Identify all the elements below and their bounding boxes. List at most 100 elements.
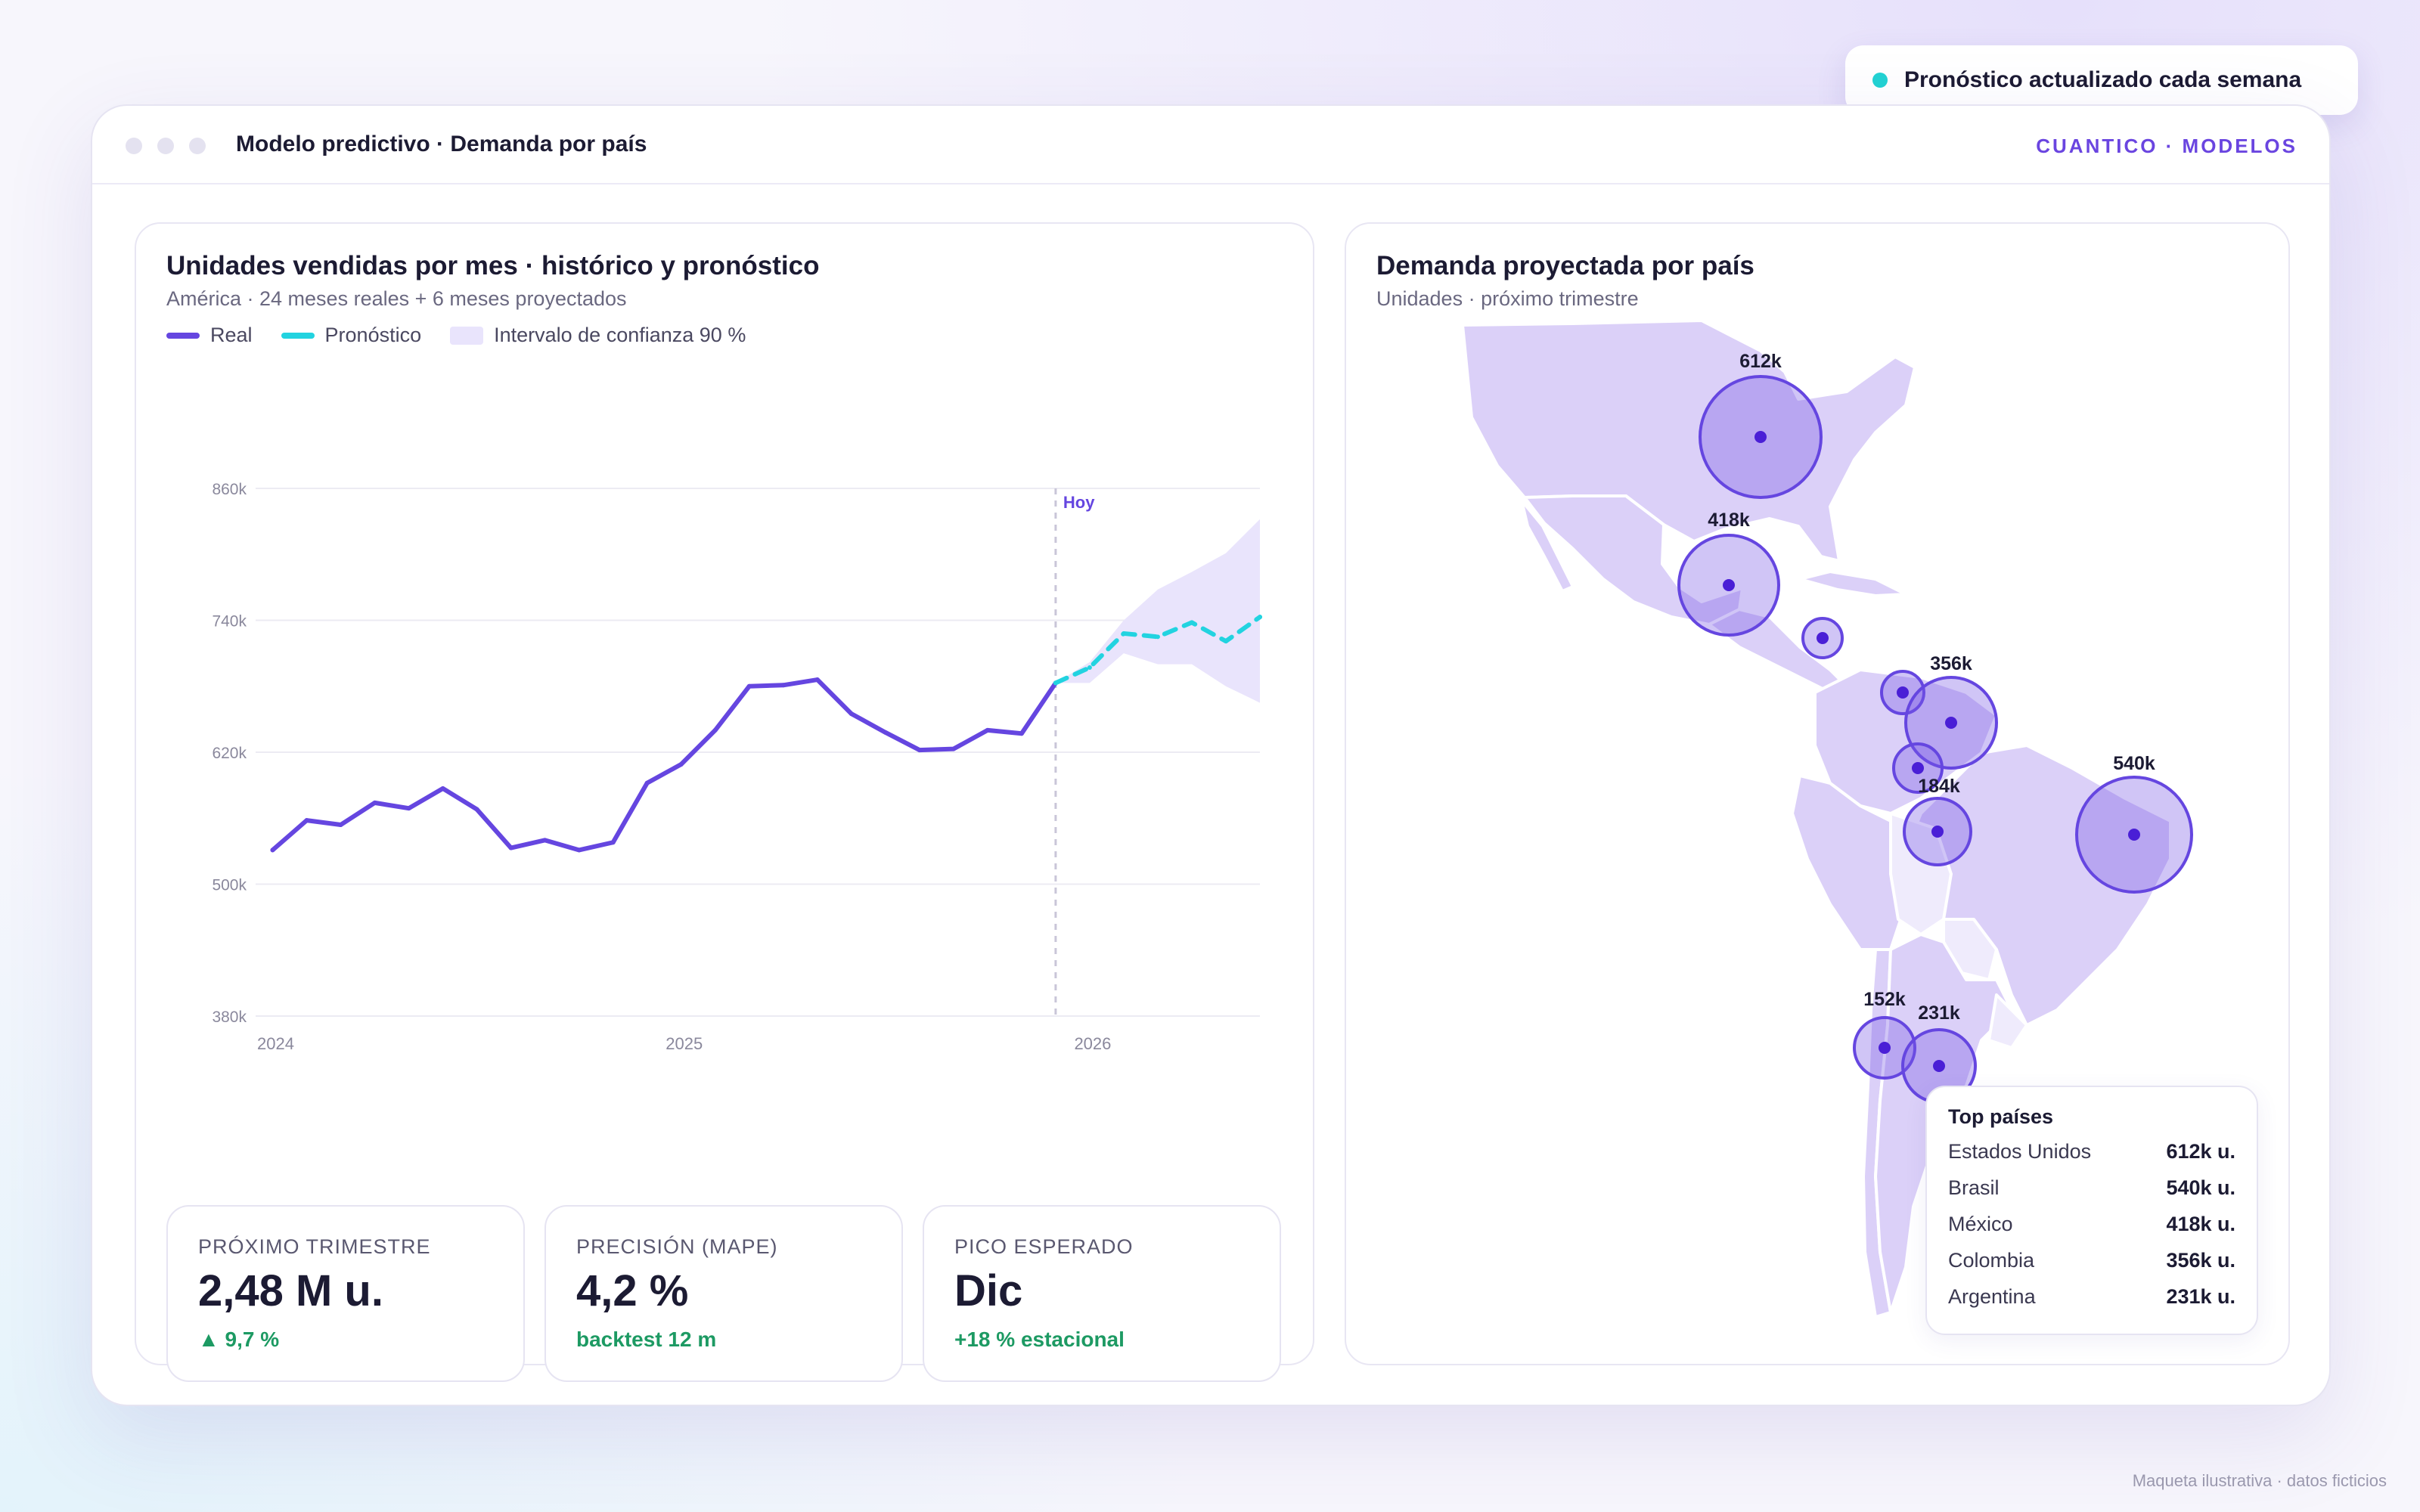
y-tick-label: 860k	[212, 481, 247, 498]
kpi-card-peak[interactable]: PICO ESPERADO Dic +18 % estacional	[923, 1205, 1281, 1382]
list-item[interactable]: México 418k u.	[1948, 1213, 2235, 1243]
x-tick-label: 2026	[1074, 1034, 1111, 1053]
bubble-label-chile: 152k	[1863, 989, 1906, 1010]
y-tick-label: 740k	[212, 613, 247, 631]
legend-item-real[interactable]: Real	[166, 324, 253, 347]
bubble-center-mexico	[1723, 579, 1735, 591]
forecast-data-point	[1053, 680, 1058, 686]
chart-legend: Real Pronóstico Intervalo de confianza 9…	[166, 324, 774, 347]
title-bar: Modelo predictivo · Demanda por país CUA…	[92, 106, 2329, 184]
kpi-delta: +18 % estacional	[954, 1328, 1125, 1351]
bubble-label-mexico: 418k	[1708, 510, 1750, 531]
list-item[interactable]: Brasil 540k u.	[1948, 1176, 2235, 1207]
y-tick-label: 380k	[212, 1009, 247, 1026]
legend-label-real: Real	[210, 324, 253, 346]
footnote: Maqueta ilustrativa · datos ficticios	[2132, 1471, 2387, 1490]
chart-subtitle: América · 24 meses reales + 6 meses proy…	[166, 287, 627, 310]
map-title: Demanda proyectada por país	[1376, 251, 1754, 280]
real-data-point	[406, 806, 411, 811]
real-data-point	[508, 845, 513, 850]
list-item[interactable]: Estados Unidos 612k u.	[1948, 1140, 2235, 1170]
forecast-data-point	[1121, 631, 1126, 636]
real-data-point	[746, 683, 752, 689]
real-data-point	[985, 727, 990, 733]
kpi-delta: backtest 12 m	[576, 1328, 717, 1351]
status-dot-icon	[1872, 73, 1888, 88]
bubble-center-central-america	[1817, 632, 1829, 644]
top-countries-title: Top países	[1948, 1105, 2054, 1128]
real-data-point	[917, 748, 922, 753]
country-name: Brasil	[1948, 1176, 2000, 1199]
real-data-point	[814, 677, 820, 683]
bubble-center-colombia	[1945, 717, 1957, 729]
bubble-label-peru: 184k	[1918, 776, 1960, 797]
bubble-label-argentina: 231k	[1918, 1002, 1960, 1024]
legend-item-forecast[interactable]: Pronóstico	[281, 324, 422, 347]
list-item[interactable]: Colombia 356k u.	[1948, 1249, 2235, 1279]
bubble-center-peru	[1931, 826, 1944, 838]
kpi-card-next-quarter[interactable]: PRÓXIMO TRIMESTRE 2,48 M u. ▲ 9,7 %	[166, 1205, 525, 1382]
bubble-label-brazil: 540k	[2113, 753, 2155, 774]
bubble-center-usa	[1754, 431, 1767, 443]
legend-label-interval: Intervalo de confianza 90 %	[494, 324, 746, 346]
real-data-point	[951, 746, 956, 751]
kpi-label: PRÓXIMO TRIMESTRE	[198, 1235, 431, 1258]
y-tick-label: 620k	[212, 745, 247, 762]
kpi-delta: ▲ 9,7 %	[198, 1328, 280, 1351]
country-name: Argentina	[1948, 1285, 2036, 1308]
forecast-data-point	[1087, 665, 1092, 671]
top-countries-panel: Top países Estados Unidos 612k u. Brasil…	[1925, 1086, 2258, 1335]
real-data-point	[780, 683, 786, 688]
real-line-icon	[166, 332, 200, 339]
app-window: Modelo predictivo · Demanda por país CUA…	[91, 104, 2331, 1406]
caribbean-shape	[1798, 570, 1907, 597]
real-data-point	[270, 847, 275, 853]
kpi-label: PICO ESPERADO	[954, 1235, 1134, 1258]
real-data-point	[576, 847, 582, 853]
real-data-point	[304, 818, 309, 823]
ecuador-peru-shape	[1791, 774, 1907, 951]
real-data-point	[678, 761, 684, 767]
country-value: 356k u.	[2166, 1249, 2235, 1272]
list-item[interactable]: Argentina 231k u.	[1948, 1285, 2235, 1315]
real-series-line	[270, 677, 1058, 853]
bubble-center-venezuela	[1897, 686, 1909, 699]
bubble-label-usa: 612k	[1739, 351, 1782, 372]
bubble-label-colombia: 356k	[1930, 653, 1972, 674]
real-data-point	[883, 730, 888, 735]
window-title: Modelo predictivo · Demanda por país	[236, 132, 647, 156]
update-notice: Pronóstico actualizado cada semana	[1845, 45, 2358, 115]
kpi-value: 4,2 %	[576, 1266, 689, 1315]
forecast-data-point	[1189, 620, 1194, 625]
legend-item-interval[interactable]: Intervalo de confianza 90 %	[450, 324, 746, 347]
legend-label-forecast: Pronóstico	[324, 324, 422, 346]
real-data-point	[849, 711, 854, 717]
real-data-point	[372, 800, 377, 805]
bubble-center-brazil	[2128, 829, 2140, 841]
kpi-card-precision[interactable]: PRECISIÓN (MAPE) 4,2 % backtest 12 m	[544, 1205, 903, 1382]
forecast-data-point	[1223, 639, 1228, 644]
brand-label: CUANTICO · MODELOS	[2036, 135, 2297, 157]
real-data-point	[644, 780, 650, 785]
x-tick-label: 2024	[257, 1034, 294, 1053]
forecast-line-icon	[281, 332, 315, 339]
real-data-point	[440, 785, 445, 791]
country-name: Colombia	[1948, 1249, 2035, 1272]
bubble-center-argentina	[1933, 1060, 1945, 1072]
window-minimize-icon[interactable]	[157, 138, 174, 154]
line-chart: 860k 740k 620k 500k 380k 2024 2025 2026 Hoy	[212, 481, 1262, 1053]
sales-chart-card: Unidades vendidas por mes · histórico y …	[135, 222, 1314, 1382]
country-name: Estados Unidos	[1948, 1140, 2092, 1163]
americas-map: 612k 418k 356k 184k 540k 152k 231k	[1461, 319, 2193, 1318]
window-maximize-icon[interactable]	[189, 138, 206, 154]
real-data-point	[338, 822, 343, 827]
bubble-center-chile	[1879, 1042, 1891, 1054]
real-data-point	[542, 838, 548, 843]
country-value: 418k u.	[2166, 1213, 2235, 1235]
chart-title: Unidades vendidas por mes · histórico y …	[166, 251, 820, 280]
forecast-data-point	[1155, 634, 1160, 640]
forecast-data-point	[1258, 615, 1262, 620]
window-close-icon[interactable]	[126, 138, 142, 154]
kpi-value: 2,48 M u.	[198, 1266, 383, 1315]
real-data-point	[610, 840, 616, 845]
